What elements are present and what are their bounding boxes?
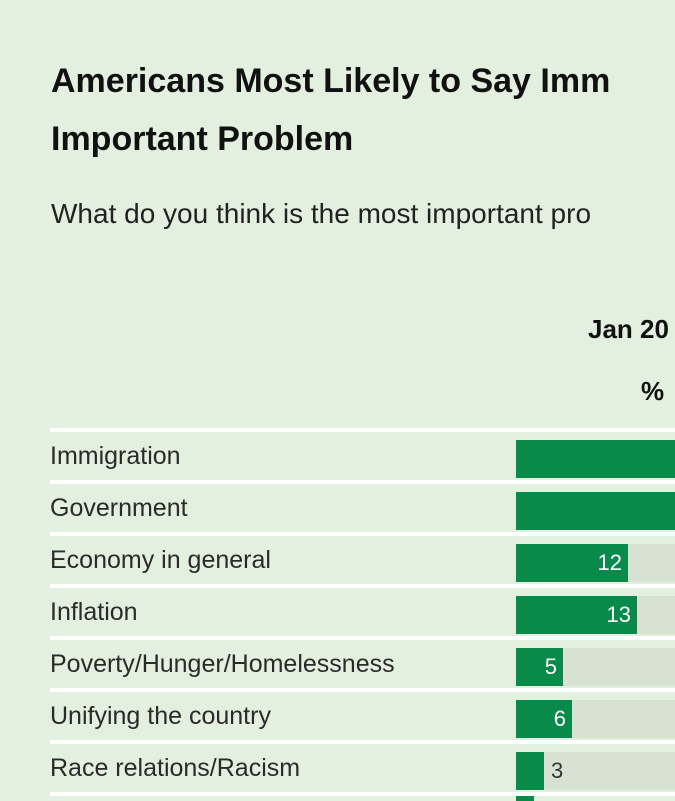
bar-row: Inflation 13 <box>50 584 675 636</box>
chart-title: Americans Most Likely to Say Imm Importa… <box>51 52 675 168</box>
chart-title-line-2: Important Problem <box>51 120 354 158</box>
column-header: Jan 20 <box>588 314 669 344</box>
category-label: Poverty/Hunger/Homelessness <box>50 650 395 678</box>
bar <box>516 440 675 478</box>
bar <box>516 700 572 738</box>
bar-track: 3 <box>516 752 675 790</box>
bar-row: Race relations/Racism 3 <box>50 740 675 792</box>
bar-track: 2 <box>516 440 675 478</box>
data-label: 6 <box>553 706 566 731</box>
bar-track: 6 <box>516 700 675 738</box>
bar-fill-partial <box>516 796 534 801</box>
category-label: Unifying the country <box>50 702 271 730</box>
bar <box>516 648 563 686</box>
bar <box>516 544 628 582</box>
chart-subtitle: What do you think is the most important … <box>51 198 592 229</box>
bar-row: Economy in general 12 <box>50 532 675 584</box>
data-label: 3 <box>551 758 564 783</box>
bar-row: Immigration 2 <box>50 428 675 480</box>
bar <box>516 752 544 790</box>
category-label: Government <box>50 494 188 522</box>
data-label: 5 <box>544 654 557 679</box>
data-label: 13 <box>606 602 631 627</box>
bar-row: Poverty/Hunger/Homelessness 5 <box>50 636 675 688</box>
category-label: Economy in general <box>50 546 271 574</box>
bar <box>516 596 637 634</box>
data-label: 12 <box>597 550 622 575</box>
column-unit: % <box>641 376 665 406</box>
chart-title-line-1: Americans Most Likely to Say Imm <box>51 62 611 100</box>
category-label: Immigration <box>50 442 181 470</box>
category-label: Race relations/Racism <box>50 754 301 782</box>
category-label: Inflation <box>50 598 138 626</box>
bar <box>516 492 675 530</box>
bar-row: Government <box>50 480 675 532</box>
row-divider <box>50 792 675 796</box>
bar-track: 5 <box>516 648 675 686</box>
bar-row: Unifying the country 6 <box>50 688 675 740</box>
bar-rows: Immigration 2 Government Economy in general… <box>50 428 675 792</box>
bar-track <box>516 492 675 530</box>
bar-track: 13 <box>516 596 675 634</box>
bar-track: 12 <box>516 544 675 582</box>
